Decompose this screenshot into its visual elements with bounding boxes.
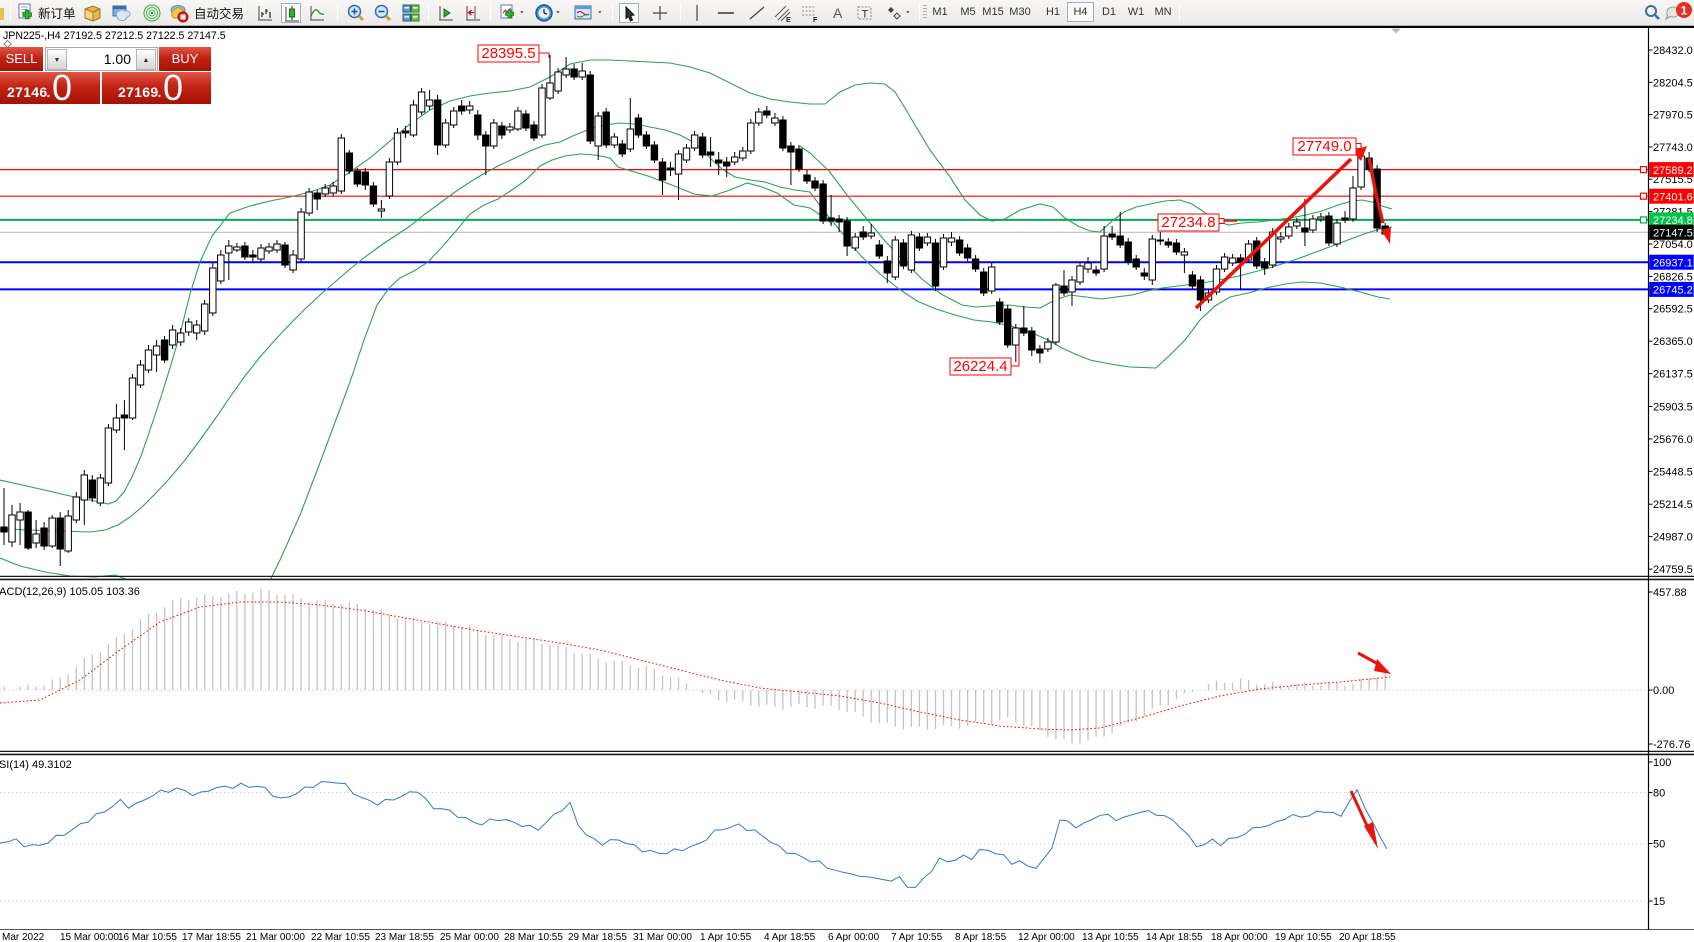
svg-text:25214.5: 25214.5	[1653, 499, 1693, 511]
svg-text:25448.5: 25448.5	[1653, 466, 1693, 478]
svg-text:27234.8: 27234.8	[1161, 214, 1215, 231]
svg-text:18 Apr 00:00: 18 Apr 00:00	[1211, 932, 1268, 942]
svg-text:25676.0: 25676.0	[1653, 434, 1693, 446]
svg-text:27970.5: 27970.5	[1653, 110, 1693, 122]
svg-text:JPN225-,H4 27192.5 27212.5 27: JPN225-,H4 27192.5 27212.5 27122.5 27147…	[3, 30, 226, 42]
svg-text:27401.6: 27401.6	[1653, 191, 1693, 203]
svg-text:27147.5: 27147.5	[1653, 228, 1693, 240]
svg-text:27515.5: 27515.5	[1653, 174, 1693, 186]
svg-text:8 Apr 18:55: 8 Apr 18:55	[955, 932, 1007, 942]
svg-text:28395.5: 28395.5	[481, 45, 535, 62]
svg-text:T: T	[862, 9, 869, 21]
svg-text:28204.5: 28204.5	[1653, 77, 1693, 89]
svg-text:MACD(12,26,9) 105.05 103.36: MACD(12,26,9) 105.05 103.36	[0, 586, 140, 598]
svg-text:4 Apr 18:55: 4 Apr 18:55	[764, 932, 816, 942]
svg-text:27749.0: 27749.0	[1297, 138, 1351, 155]
svg-text:27589.2: 27589.2	[1653, 165, 1693, 177]
svg-text:17 Mar 18:55: 17 Mar 18:55	[182, 932, 241, 942]
svg-text:27234.8: 27234.8	[1653, 215, 1693, 227]
svg-text:19 Apr 10:55: 19 Apr 10:55	[1275, 932, 1332, 942]
svg-text:1 Apr 10:55: 1 Apr 10:55	[700, 932, 752, 942]
svg-text:24987.0: 24987.0	[1653, 532, 1693, 544]
svg-text:23 Mar 18:55: 23 Mar 18:55	[375, 932, 434, 942]
svg-text:21 Mar 00:00: 21 Mar 00:00	[246, 932, 305, 942]
svg-text:26826.5: 26826.5	[1653, 271, 1693, 283]
svg-text:26592.5: 26592.5	[1653, 304, 1693, 316]
svg-text:E: E	[786, 17, 791, 23]
svg-text:24759.5: 24759.5	[1653, 564, 1693, 576]
svg-text:1: 1	[1681, 4, 1688, 18]
svg-text:80: 80	[1653, 788, 1665, 800]
svg-text:31 Mar 00:00: 31 Mar 00:00	[633, 932, 692, 942]
svg-text:29 Mar 18:55: 29 Mar 18:55	[568, 932, 627, 942]
svg-text:26365.0: 26365.0	[1653, 336, 1693, 348]
svg-text:26745.2: 26745.2	[1653, 285, 1693, 297]
svg-text:7 Apr 10:55: 7 Apr 10:55	[891, 932, 943, 942]
svg-text:6 Apr 00:00: 6 Apr 00:00	[828, 932, 880, 942]
svg-text:22 Mar 10:55: 22 Mar 10:55	[311, 932, 370, 942]
svg-text:100: 100	[1653, 757, 1671, 769]
svg-text:12 Apr 00:00: 12 Apr 00:00	[1018, 932, 1075, 942]
svg-text:26937.1: 26937.1	[1653, 257, 1693, 269]
svg-text:25 Mar 00:00: 25 Mar 00:00	[440, 932, 499, 942]
svg-text:26137.5: 26137.5	[1653, 369, 1693, 381]
svg-text:50: 50	[1653, 839, 1665, 851]
svg-text:16 Mar 10:55: 16 Mar 10:55	[118, 932, 177, 942]
svg-text:27054.0: 27054.0	[1653, 239, 1693, 251]
svg-text:13 Apr 10:55: 13 Apr 10:55	[1082, 932, 1139, 942]
svg-text:26224.4: 26224.4	[953, 358, 1007, 375]
svg-text:RSI(14) 49.3102: RSI(14) 49.3102	[0, 759, 72, 771]
svg-text:457.88: 457.88	[1653, 587, 1687, 599]
svg-text:-276.76: -276.76	[1653, 739, 1690, 751]
svg-text:0.00: 0.00	[1653, 685, 1674, 697]
svg-text:27743.0: 27743.0	[1653, 142, 1693, 154]
svg-text:15: 15	[1653, 896, 1665, 908]
svg-text:28 Mar 10:55: 28 Mar 10:55	[504, 932, 563, 942]
svg-text:20 Apr 18:55: 20 Apr 18:55	[1339, 932, 1396, 942]
svg-text:F: F	[813, 17, 818, 23]
svg-text:25903.5: 25903.5	[1653, 402, 1693, 414]
svg-text:28432.0: 28432.0	[1653, 45, 1693, 57]
svg-text:14 Apr 18:55: 14 Apr 18:55	[1146, 932, 1203, 942]
svg-text:Mar 2022: Mar 2022	[2, 932, 45, 942]
svg-text:A: A	[833, 5, 843, 21]
svg-text:15 Mar 00:00: 15 Mar 00:00	[60, 932, 119, 942]
